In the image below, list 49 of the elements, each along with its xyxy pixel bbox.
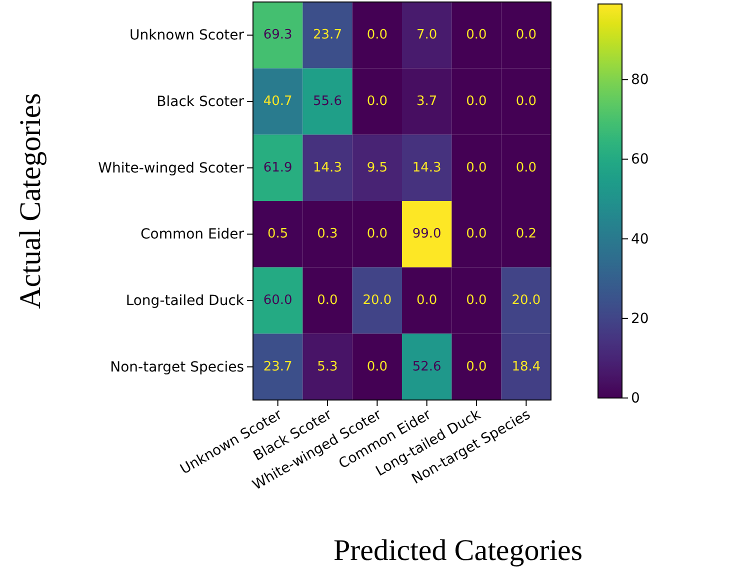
data-label: 40.7 bbox=[263, 94, 292, 109]
data-label: 0.0 bbox=[516, 28, 537, 43]
y-tick-label: White-winged Scoter bbox=[98, 160, 244, 176]
y-tick-label: Non-target Species bbox=[110, 359, 244, 376]
color-bar-label: 60 bbox=[631, 152, 649, 168]
data-label: 0.0 bbox=[466, 359, 487, 374]
color-bar-label: 0 bbox=[631, 390, 640, 406]
data-label: 0.5 bbox=[267, 226, 288, 242]
x-axis-title: Predicted Categories bbox=[333, 534, 583, 567]
data-label: 9.5 bbox=[366, 160, 388, 176]
y-axis-title: Actual Categories bbox=[14, 93, 47, 309]
data-label: 14.3 bbox=[412, 160, 442, 176]
data-label: 0.0 bbox=[366, 359, 388, 374]
data-label: 0.3 bbox=[317, 226, 338, 242]
data-label: 0.0 bbox=[466, 226, 487, 242]
data-label: 0.0 bbox=[416, 293, 438, 308]
data-label: 52.6 bbox=[412, 359, 442, 374]
data-label: 0.0 bbox=[466, 94, 487, 109]
data-label: 60.0 bbox=[263, 293, 292, 308]
data-label: 5.3 bbox=[317, 359, 338, 374]
data-label: 23.7 bbox=[313, 28, 342, 43]
data-label: 7.0 bbox=[416, 28, 438, 43]
data-label: 99.0 bbox=[412, 226, 442, 242]
data-label: 14.3 bbox=[313, 160, 342, 176]
data-label: 3.7 bbox=[416, 94, 438, 109]
data-label: 23.7 bbox=[263, 359, 292, 374]
color-bar-label: 20 bbox=[631, 310, 649, 327]
data-label: 0.2 bbox=[516, 226, 537, 242]
data-label: 0.0 bbox=[466, 28, 487, 43]
y-tick-label: Common Eider bbox=[140, 226, 244, 243]
data-label: 0.0 bbox=[366, 28, 388, 43]
data-label: 0.0 bbox=[366, 226, 388, 242]
data-label: 0.0 bbox=[516, 94, 537, 109]
data-label: 55.6 bbox=[313, 94, 342, 109]
y-tick-label: Long-tailed Duck bbox=[126, 292, 245, 309]
data-label: 20.0 bbox=[362, 293, 392, 308]
data-label: 61.9 bbox=[263, 160, 292, 176]
data-label: 0.0 bbox=[466, 293, 487, 308]
y-tick-label: Black Scoter bbox=[156, 94, 244, 110]
color-bar-label: 80 bbox=[631, 72, 649, 88]
data-label: 18.4 bbox=[512, 359, 541, 374]
data-label: 69.3 bbox=[263, 28, 292, 43]
color-bar-label: 40 bbox=[631, 231, 649, 248]
data-label: 20.0 bbox=[512, 293, 541, 308]
data-label: 0.0 bbox=[317, 293, 338, 308]
data-label: 0.0 bbox=[516, 160, 537, 176]
data-label: 0.0 bbox=[366, 94, 388, 109]
data-label: 0.0 bbox=[466, 160, 487, 176]
y-tick-label: Unknown Scoter bbox=[130, 28, 244, 44]
